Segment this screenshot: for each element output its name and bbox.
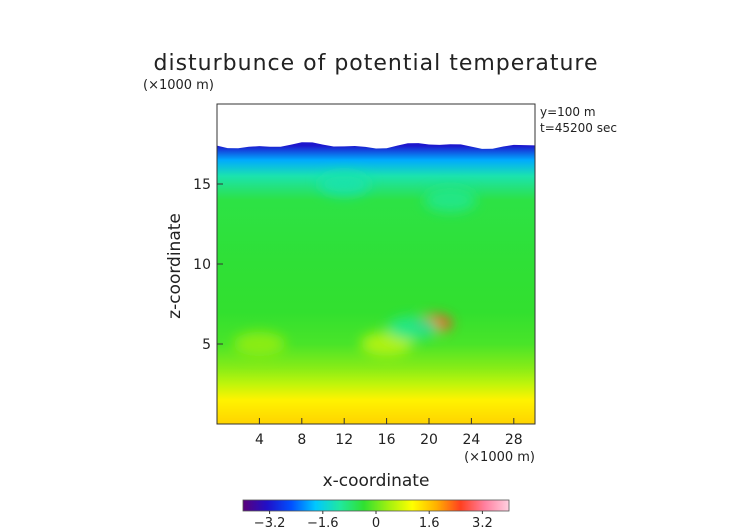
annotation-t: t=45200 sec — [540, 121, 617, 135]
x-tick-label: 8 — [297, 432, 306, 448]
x-axis-label: x-coordinate — [323, 471, 430, 491]
colorbar-tick-label: 1.6 — [419, 516, 440, 531]
colorbar-tick-label: 0 — [372, 516, 380, 531]
colorbar-tick-label: −1.6 — [307, 516, 339, 531]
x-tick-label: 24 — [462, 432, 480, 448]
y-tick-label: 15 — [193, 177, 211, 193]
field-feature-2 — [233, 332, 286, 356]
colorbar: −3.2 −1.6 0 1.6 3.2 — [242, 499, 510, 531]
colorbar-ticks: −3.2 −1.6 0 1.6 3.2 — [254, 511, 493, 531]
y-axis-label: z-coordinate — [165, 213, 185, 319]
x-tick-label: 28 — [505, 432, 523, 448]
field-feature-3 — [387, 316, 440, 340]
colorbar-tick-label: −3.2 — [254, 516, 286, 531]
x-axis-unit: (×1000 m) — [464, 450, 535, 465]
field-feature-5 — [424, 188, 477, 212]
y-axis-unit: (×1000 m) — [143, 78, 214, 93]
colorbar-tick-label: 3.2 — [472, 516, 493, 531]
x-tick-label: 12 — [335, 432, 353, 448]
chart-title: disturbunce of potential temperature — [154, 51, 599, 76]
field-background — [217, 104, 535, 424]
y-tick-label: 5 — [202, 337, 211, 353]
x-tick-label: 20 — [420, 432, 438, 448]
field-features — [233, 172, 477, 356]
field-feature-4 — [318, 172, 371, 196]
model-top-mask — [217, 104, 535, 149]
plot-area: 4 8 12 16 20 24 28 5 10 15 — [193, 103, 536, 448]
x-tick-label: 4 — [255, 432, 264, 448]
x-ticks: 4 8 12 16 20 24 28 — [255, 418, 523, 448]
field-layer — [217, 104, 535, 424]
colorbar-bar — [242, 499, 510, 512]
annotation-y: y=100 m — [540, 105, 596, 119]
x-tick-label: 16 — [378, 432, 396, 448]
y-tick-label: 10 — [193, 257, 211, 273]
y-ticks: 5 10 15 — [193, 177, 223, 353]
